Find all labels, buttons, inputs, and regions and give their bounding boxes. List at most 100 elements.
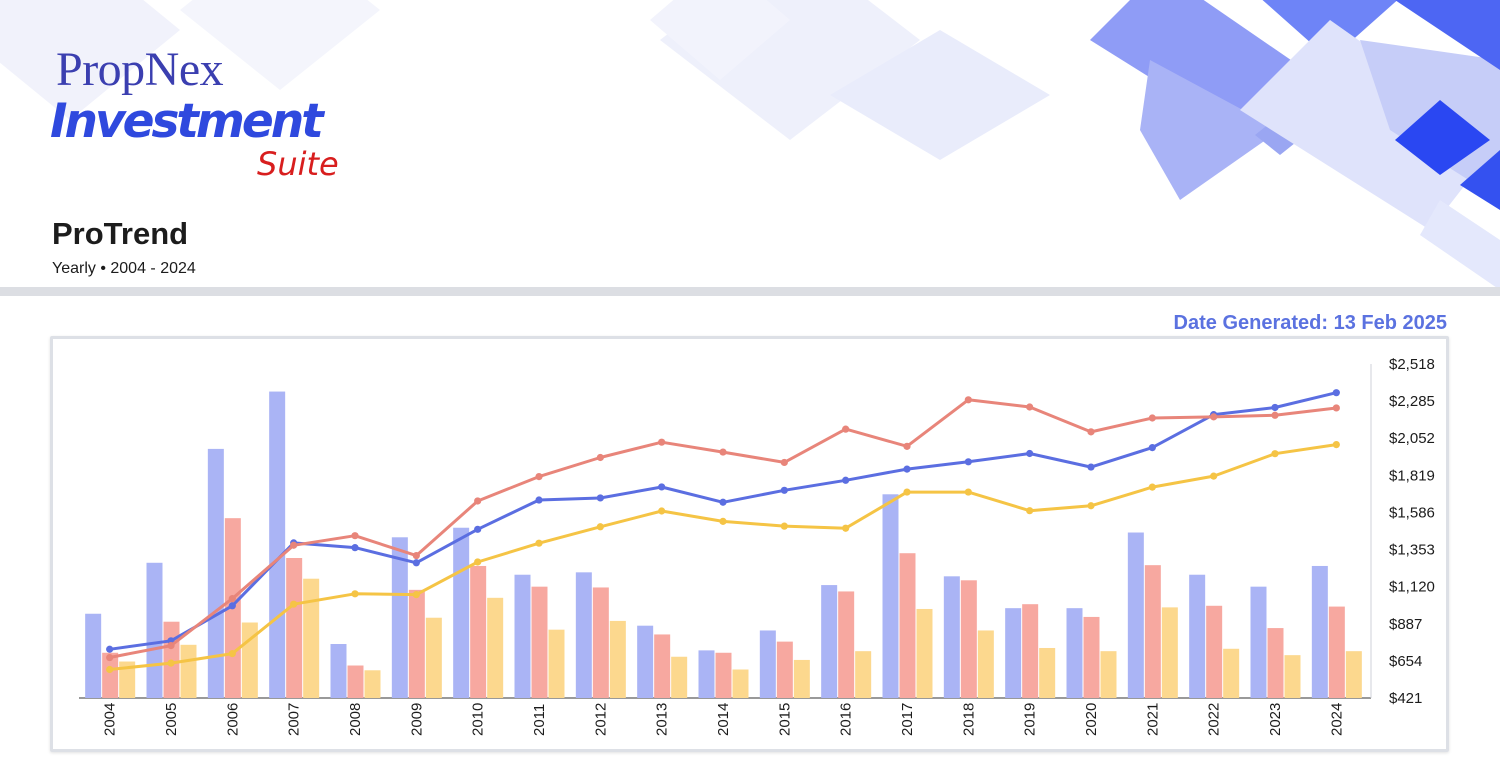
- bar-s1-2016: [821, 585, 838, 698]
- point-s3-2014: [719, 517, 727, 525]
- x-tick-label: 2016: [838, 703, 855, 736]
- point-s2-2016: [842, 425, 850, 433]
- y-tick-label: $421: [1389, 690, 1422, 707]
- logo-suite-text: Suite: [257, 145, 339, 183]
- logo-propnex-text: PropNex: [56, 43, 224, 96]
- x-tick-label: 2009: [408, 703, 425, 736]
- point-s1-2009: [412, 559, 420, 567]
- bar-s2-2011: [531, 586, 548, 698]
- point-s1-2013: [658, 483, 666, 491]
- point-s2-2004: [106, 653, 114, 662]
- bar-s1-2004: [85, 613, 102, 698]
- bar-s2-2008: [347, 665, 364, 698]
- x-tick-label: 2008: [347, 703, 364, 736]
- point-s3-2008: [351, 590, 359, 598]
- x-tick-label: 2010: [470, 703, 487, 736]
- point-s1-2017: [903, 465, 911, 473]
- bar-s3-2017: [916, 608, 933, 698]
- point-s3-2024: [1332, 440, 1340, 449]
- bar-s3-2024: [1345, 651, 1362, 698]
- bar-s2-2007: [286, 557, 303, 698]
- bar-s3-2016: [855, 651, 872, 698]
- point-s3-2019: [1026, 507, 1034, 515]
- y-tick-label: $2,518: [1389, 356, 1435, 373]
- x-tick-label: 2004: [102, 703, 119, 736]
- bar-s2-2022: [1206, 605, 1223, 698]
- bar-s1-2013: [637, 625, 654, 698]
- point-s2-2005: [167, 641, 175, 650]
- bar-s2-2012: [592, 587, 609, 698]
- point-s1-2011: [535, 496, 543, 504]
- x-tick-label: 2019: [1022, 703, 1039, 736]
- bar-s2-2010: [470, 565, 487, 698]
- bar-s2-2009: [408, 589, 425, 698]
- bar-s2-2015: [776, 641, 793, 698]
- point-s1-2010: [474, 525, 482, 533]
- bar-s3-2023: [1284, 655, 1301, 698]
- x-tick-label: 2007: [286, 703, 303, 736]
- point-s3-2021: [1148, 483, 1156, 491]
- point-s2-2007: [290, 541, 298, 549]
- bar-s3-2015: [793, 659, 810, 698]
- point-s2-2008: [351, 532, 359, 540]
- bar-s3-2007: [303, 578, 320, 698]
- header-background-art: [0, 0, 1500, 290]
- bar-s3-2020: [1100, 651, 1117, 698]
- point-s2-2009: [412, 552, 420, 560]
- point-s1-2024: [1332, 389, 1340, 397]
- point-s2-2019: [1026, 403, 1034, 411]
- point-s3-2007: [290, 600, 298, 608]
- point-s1-2020: [1087, 463, 1095, 471]
- point-s1-2018: [964, 458, 972, 466]
- bar-s1-2015: [759, 630, 776, 698]
- bar-s1-2009: [391, 537, 408, 698]
- bar-s2-2021: [1144, 565, 1161, 698]
- bar-s2-2023: [1267, 628, 1284, 698]
- point-s3-2013: [658, 507, 666, 515]
- bar-s1-2010: [453, 527, 470, 698]
- bar-s2-2019: [1022, 604, 1039, 698]
- bar-s3-2022: [1223, 648, 1240, 698]
- x-tick-label: 2014: [715, 703, 732, 736]
- bar-s1-2022: [1189, 574, 1206, 698]
- bar-s1-2023: [1250, 586, 1267, 698]
- x-tick-label: 2015: [776, 703, 793, 736]
- point-s3-2004: [106, 665, 114, 674]
- y-tick-label: $654: [1389, 653, 1422, 670]
- point-s3-2016: [842, 524, 850, 532]
- x-tick-label: 2005: [163, 703, 180, 736]
- y-tick-label: $1,819: [1389, 467, 1435, 484]
- y-tick-label: $1,353: [1389, 542, 1435, 559]
- point-s3-2010: [474, 558, 482, 566]
- bar-s3-2021: [1161, 607, 1178, 698]
- bar-s1-2021: [1127, 532, 1144, 698]
- bar-s1-2005: [146, 562, 163, 698]
- bar-s3-2013: [671, 656, 688, 698]
- point-s3-2011: [535, 539, 543, 547]
- point-s2-2012: [596, 453, 604, 462]
- bar-s3-2011: [548, 629, 565, 698]
- bar-s3-2010: [487, 597, 504, 698]
- bar-s2-2014: [715, 652, 732, 698]
- point-s1-2016: [842, 476, 850, 484]
- point-s3-2006: [228, 649, 236, 658]
- point-s1-2023: [1271, 403, 1279, 412]
- bar-s3-2018: [977, 630, 994, 698]
- x-tick-label: 2020: [1083, 703, 1100, 736]
- x-tick-label: 2023: [1267, 703, 1284, 736]
- y-tick-label: $1,586: [1389, 504, 1435, 521]
- x-tick-label: 2024: [1328, 703, 1345, 736]
- point-s3-2009: [412, 591, 420, 599]
- protrend-chart: $2,518 $2,285 $2,052 $1,819 $1,586 $1,353 $1,1…: [79, 356, 1435, 736]
- bar-s2-2020: [1083, 616, 1100, 698]
- point-s1-2006: [228, 602, 236, 610]
- point-s1-2019: [1026, 449, 1034, 458]
- y-tick-label: $2,285: [1389, 393, 1435, 410]
- bar-s2-2013: [654, 634, 671, 698]
- bar-s1-2019: [1005, 608, 1022, 698]
- bar-s2-2016: [838, 591, 855, 698]
- x-tick-label: 2022: [1206, 703, 1223, 736]
- point-s3-2017: [903, 488, 911, 496]
- point-s2-2020: [1087, 428, 1095, 436]
- page-subtitle: Yearly • 2004 - 2024: [52, 260, 196, 277]
